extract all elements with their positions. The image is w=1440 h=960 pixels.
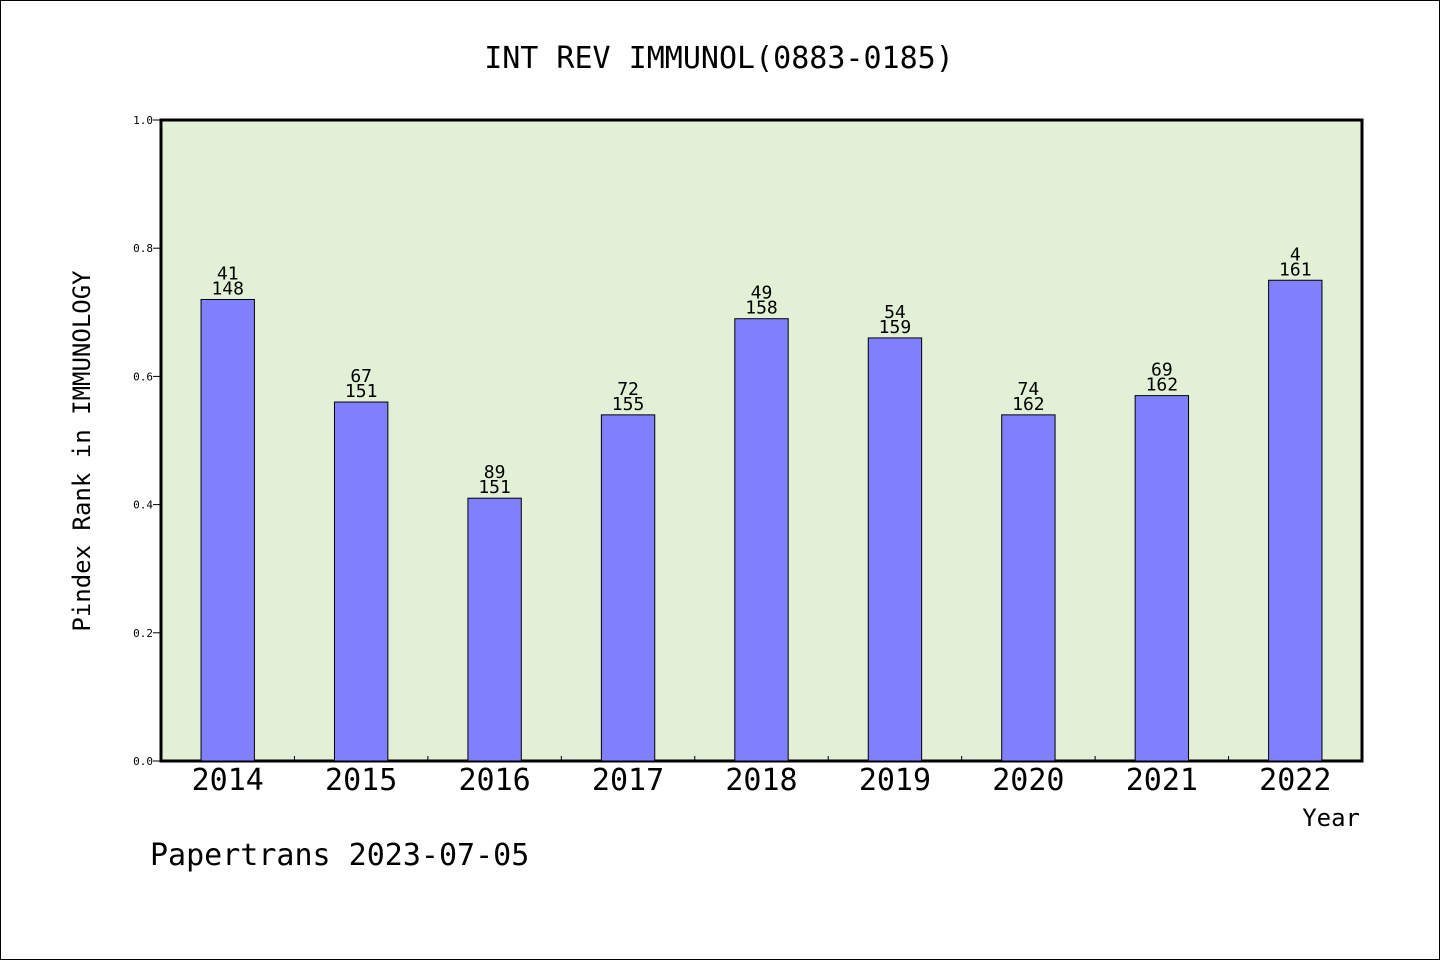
bar-rank-label: 49 (751, 283, 773, 304)
bar-total-label: 159 (879, 317, 912, 338)
x-tick-label: 2019 (859, 763, 931, 798)
footer-credit: Papertrans 2023-07-05 (150, 838, 529, 873)
x-tick-label: 2020 (992, 763, 1064, 798)
bars (200, 279, 1323, 762)
bar-rank-label: 67 (350, 366, 372, 387)
bar-2018 (734, 318, 789, 762)
bar-2017 (600, 414, 656, 762)
bar-rank-label: 74 (1018, 379, 1040, 400)
bar-2020 (1001, 414, 1056, 762)
bar-total-label: 162 (1146, 375, 1179, 396)
bar-total-label: 155 (612, 394, 645, 415)
bar-rank-label: 4 (1290, 244, 1301, 265)
bar-total-label: 162 (1012, 394, 1045, 415)
chart-title: INT REV IMMUNOL(0883-0185) (484, 41, 954, 76)
x-tick-label: 2017 (592, 763, 664, 798)
bar-rank-label: 89 (484, 462, 506, 483)
y-tick-label: 0.4 (133, 499, 153, 512)
y-tick-label: 0.2 (133, 627, 153, 640)
x-tick-label: 2016 (458, 763, 530, 798)
x-tick-label: 2022 (1259, 763, 1331, 798)
bar-rank-label: 41 (217, 263, 239, 284)
y-axis: 0.0 0.2 0.4 0.6 0.8 1.0 (133, 114, 161, 768)
bar-rank-label: 72 (617, 379, 639, 400)
bar-rank-label: 54 (884, 302, 906, 323)
bar-2019 (867, 337, 923, 762)
bar-total-label: 158 (745, 298, 778, 319)
y-tick-label: 1.0 (133, 114, 153, 127)
bar-2015 (333, 401, 389, 762)
x-tick-label: 2015 (325, 763, 397, 798)
bar-2014 (200, 298, 255, 762)
x-tick-label: 2014 (192, 763, 264, 798)
y-axis-label: Pindex Rank in IMMUNOLOGY (68, 270, 96, 632)
bar-total-label: 151 (345, 381, 378, 402)
x-axis: 2014 2015 2016 2017 2018 2019 2020 2021 2022 (192, 756, 1331, 798)
bar-2022 (1268, 279, 1323, 762)
x-axis-label: Year (1302, 804, 1360, 832)
bar-2016 (467, 497, 522, 762)
x-tick-label: 2021 (1126, 763, 1198, 798)
bar-total-label: 151 (478, 477, 511, 498)
bar-total-label: 148 (211, 278, 244, 299)
y-tick-label: 0.8 (133, 242, 153, 255)
bar-rank-label: 69 (1151, 360, 1173, 381)
bar-2021 (1134, 395, 1190, 762)
x-tick-label: 2018 (725, 763, 797, 798)
bar-total-label: 161 (1279, 259, 1312, 280)
y-tick-label: 0.6 (133, 370, 153, 383)
y-tick-label: 0.0 (133, 755, 153, 768)
